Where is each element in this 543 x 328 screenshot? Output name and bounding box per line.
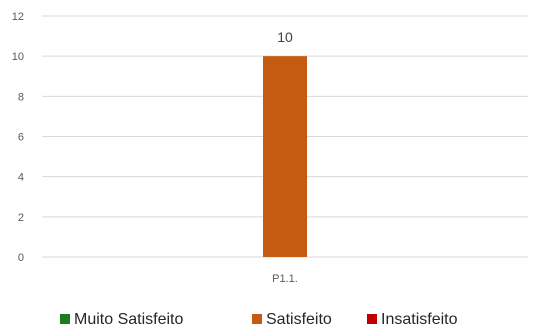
y-tick-label: 12 bbox=[12, 11, 24, 23]
data-label: 10 bbox=[277, 29, 293, 45]
legend-label: Insatisfeito bbox=[381, 311, 458, 328]
y-tick-label: 4 bbox=[18, 172, 24, 184]
legend: Muito Satisfeito Satisfeito Insatisfeito bbox=[60, 311, 458, 328]
legend-label: Muito Satisfeito bbox=[74, 311, 183, 328]
bar-satisfeito bbox=[263, 56, 307, 257]
data-labels: 10 bbox=[277, 29, 293, 45]
y-tick-label: 8 bbox=[18, 91, 24, 103]
x-category-label: P1.1. bbox=[272, 273, 298, 285]
y-axis: 0 2 4 6 8 10 12 bbox=[12, 11, 24, 264]
y-tick-label: 6 bbox=[18, 132, 24, 144]
legend-swatch-insatisfeito bbox=[367, 314, 377, 324]
legend-label: Satisfeito bbox=[266, 311, 332, 328]
legend-swatch-muito-satisfeito bbox=[60, 314, 70, 324]
x-axis: P1.1. bbox=[272, 273, 298, 285]
y-tick-label: 0 bbox=[18, 252, 24, 264]
y-tick-label: 2 bbox=[18, 212, 24, 224]
legend-swatch-satisfeito bbox=[252, 314, 262, 324]
y-tick-label: 10 bbox=[12, 51, 24, 63]
bar-series bbox=[263, 56, 307, 257]
